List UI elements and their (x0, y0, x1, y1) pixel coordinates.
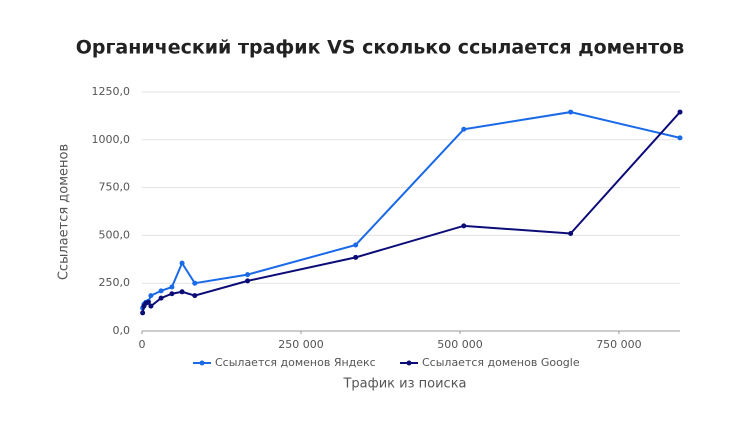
point (140, 310, 146, 316)
y-axis-title: Ссылается доменов (57, 144, 72, 280)
x-tick-label: 250 000 (278, 338, 324, 351)
legend-marker (406, 360, 412, 366)
point (148, 293, 154, 299)
point (169, 291, 175, 297)
point (461, 223, 467, 229)
point (677, 109, 683, 115)
point (568, 230, 574, 236)
point (192, 293, 198, 299)
point (245, 278, 251, 284)
legend-label: Ссылается доменов Яндекс (215, 356, 376, 369)
x-tick-label: 500 000 (437, 338, 483, 351)
point (677, 135, 683, 141)
y-tick-label: 250,0 (99, 276, 131, 289)
point (148, 303, 154, 309)
y-tick-label: 1250,0 (92, 85, 131, 98)
point (145, 299, 151, 305)
series-line (141, 111, 681, 309)
chart-title: Органический трафик VS сколько ссылается… (76, 37, 685, 59)
y-tick-label: 500,0 (99, 228, 131, 241)
y-tick-label: 750,0 (99, 181, 131, 194)
y-tick-label: 0,0 (113, 324, 131, 337)
y-tick-label: 1000,0 (92, 133, 131, 146)
x-tick-label: 750 000 (596, 338, 642, 351)
point (245, 272, 251, 278)
x-axis-title: Трафик из поиска (342, 377, 466, 392)
point (158, 288, 164, 294)
legend-label: Ссылается доменов Google (422, 356, 580, 369)
point (353, 254, 359, 260)
x-tick-label: 0 (139, 338, 146, 351)
point (179, 289, 185, 295)
point (568, 109, 574, 115)
legend-marker (199, 360, 205, 366)
point (192, 280, 198, 286)
point (461, 126, 467, 132)
point (353, 242, 359, 248)
point (158, 295, 164, 301)
point (169, 284, 175, 290)
point (179, 260, 185, 266)
